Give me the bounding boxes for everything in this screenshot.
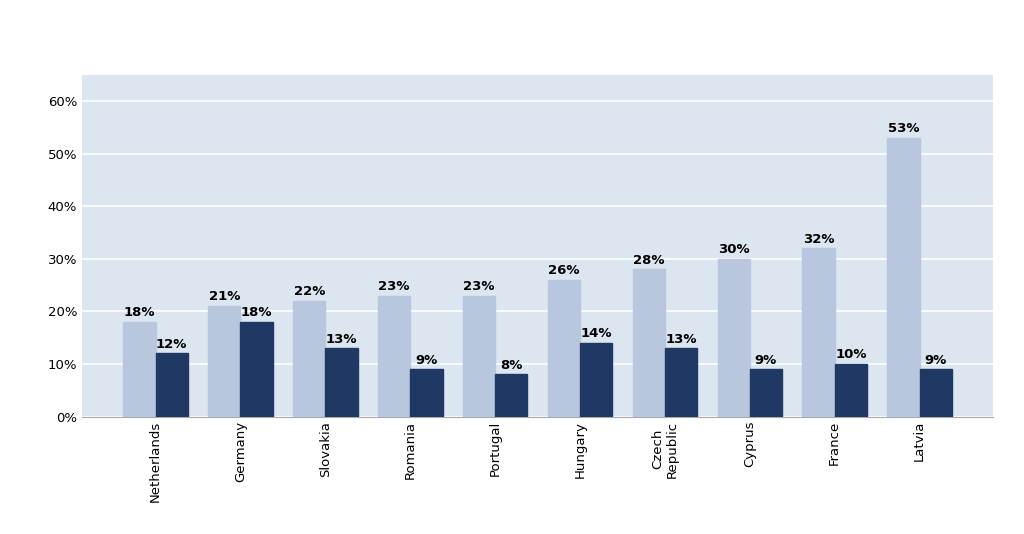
Text: Proportion of females in convictions for trafficking in persons and for all crim: Proportion of females in convictions for… xyxy=(4,26,1020,44)
Text: 9%: 9% xyxy=(416,354,437,366)
Text: 13%: 13% xyxy=(666,333,696,345)
Bar xyxy=(718,259,750,417)
Text: 9%: 9% xyxy=(925,354,947,366)
Bar xyxy=(580,343,612,417)
Bar xyxy=(411,369,442,417)
Text: 53%: 53% xyxy=(888,122,920,135)
Text: 21%: 21% xyxy=(209,290,240,303)
Text: 18%: 18% xyxy=(241,307,272,319)
Bar xyxy=(665,348,697,417)
Text: 30%: 30% xyxy=(718,243,750,256)
Text: 23%: 23% xyxy=(463,280,495,293)
Text: 18%: 18% xyxy=(124,307,156,319)
Text: 9%: 9% xyxy=(755,354,777,366)
Text: 23%: 23% xyxy=(379,280,410,293)
Bar xyxy=(633,269,665,417)
Bar xyxy=(496,374,527,417)
Bar xyxy=(463,296,496,417)
Bar xyxy=(326,348,357,417)
Text: 14%: 14% xyxy=(581,327,612,340)
Bar xyxy=(378,296,411,417)
Bar xyxy=(750,369,782,417)
Text: 12%: 12% xyxy=(156,338,187,351)
Bar xyxy=(888,138,920,417)
Text: 28%: 28% xyxy=(633,254,665,266)
Bar xyxy=(123,322,156,417)
Bar xyxy=(156,354,187,417)
Bar xyxy=(835,364,867,417)
Bar xyxy=(208,306,241,417)
Text: 13%: 13% xyxy=(326,333,357,345)
Bar xyxy=(293,301,326,417)
Text: 10%: 10% xyxy=(836,348,866,362)
Text: 8%: 8% xyxy=(500,359,522,372)
Bar xyxy=(241,322,272,417)
Text: 22%: 22% xyxy=(294,285,325,298)
Bar xyxy=(803,248,835,417)
Text: 26%: 26% xyxy=(548,264,580,277)
Bar xyxy=(920,369,952,417)
Text: 32%: 32% xyxy=(803,233,835,246)
Bar xyxy=(548,280,580,417)
